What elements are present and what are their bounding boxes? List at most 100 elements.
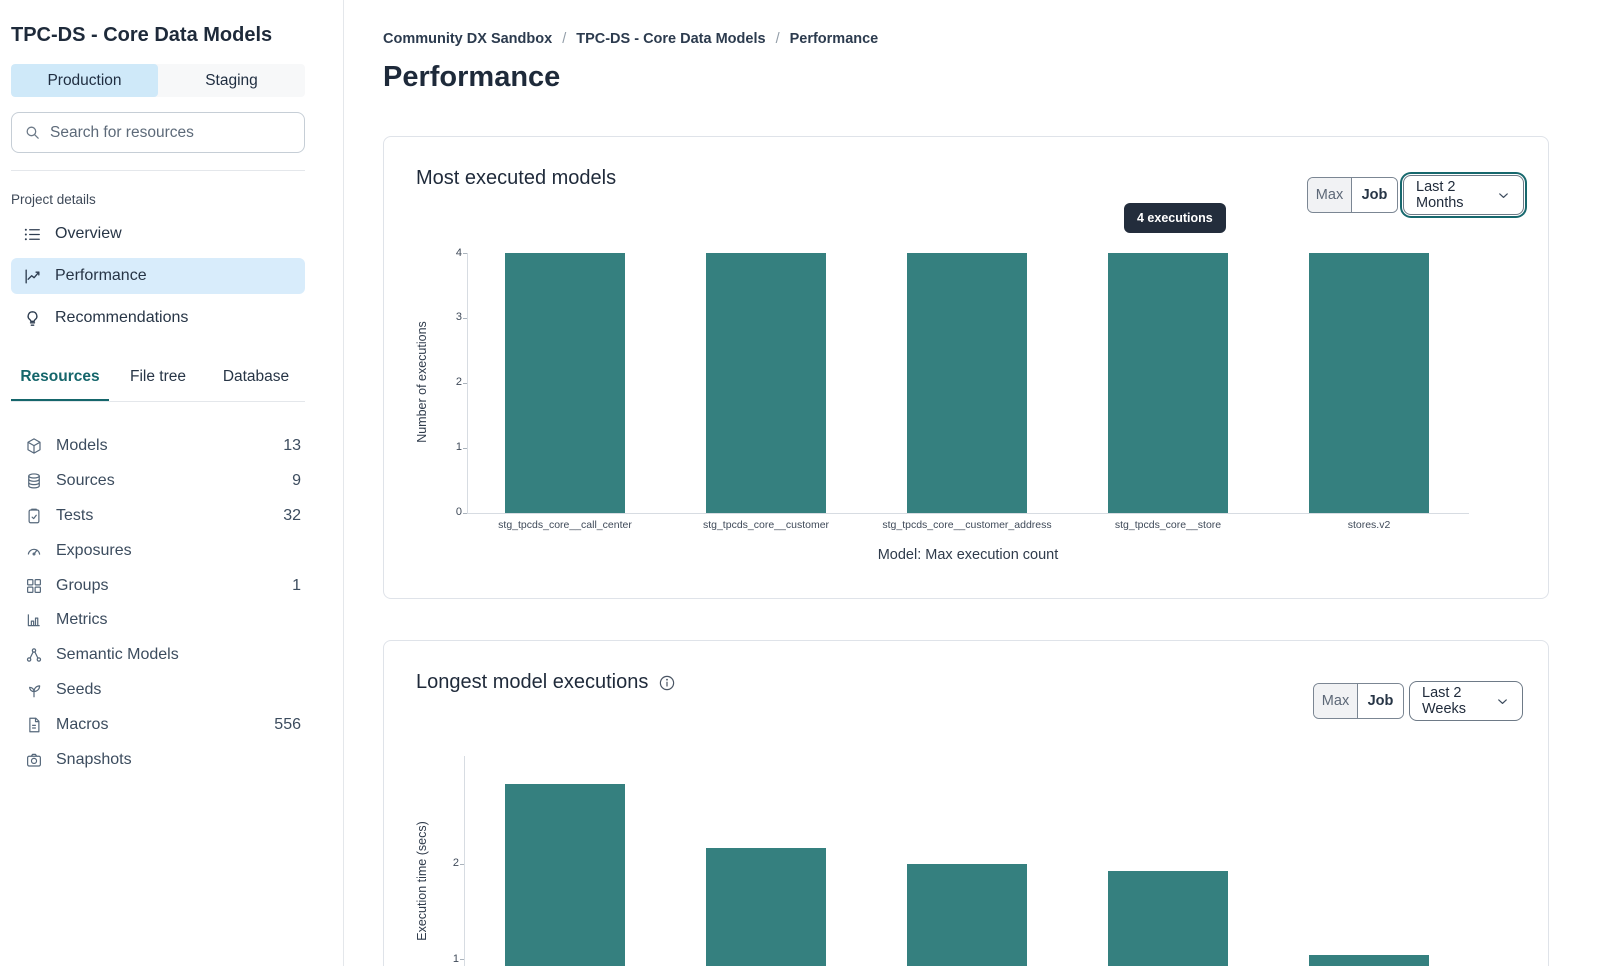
resource-label: Metrics (56, 611, 108, 629)
resource-count: 1 (292, 576, 301, 594)
nav-item-label: Performance (55, 267, 147, 284)
env-production-button[interactable]: Production (11, 64, 158, 97)
sidebar-resource-groups[interactable]: Groups 1 (11, 568, 305, 603)
breadcrumb-item-project[interactable]: TPC-DS - Core Data Models (576, 31, 766, 47)
list-icon (24, 228, 40, 240)
date-range-dropdown[interactable]: Last 2 Weeks (1409, 681, 1523, 721)
info-icon[interactable] (658, 674, 676, 692)
bar[interactable] (706, 848, 826, 966)
sidebar-resource-sources[interactable]: Sources 9 (11, 464, 305, 499)
resource-label: Sources (56, 472, 115, 490)
y-tick-mark (463, 512, 467, 514)
y-tick-label: 0 (455, 506, 462, 518)
seedling-icon (29, 685, 41, 698)
y-tick-label: 1 (455, 441, 462, 454)
resource-list: Models 13 Sources 9 Tests 32 Exposures G… (11, 429, 305, 777)
sidebar-resource-snapshots[interactable]: Snapshots (11, 742, 305, 777)
chart-title: Most executed models (416, 167, 616, 190)
sidebar-resource-semantic-models[interactable]: Semantic Models (11, 638, 305, 673)
tab-resources[interactable]: Resources (11, 368, 109, 401)
sidebar-resource-models[interactable]: Models 13 (11, 429, 305, 464)
resource-label: Tests (56, 506, 94, 524)
cube-icon (27, 438, 41, 455)
job-button[interactable]: Job (1358, 684, 1403, 718)
bar[interactable] (505, 253, 625, 513)
bar-tooltip: 4 executions (1124, 203, 1226, 233)
y-tick-label: 3 (455, 311, 462, 324)
clipboard-check-icon (28, 508, 40, 524)
environment-toggle: Production Staging (11, 64, 305, 97)
x-category-label: stores.v2 (1347, 519, 1391, 531)
x-category-label: stg_tpcds_core__call_center (498, 519, 632, 531)
resource-label: Macros (56, 715, 109, 733)
sidebar-resource-macros[interactable]: Macros 556 (11, 707, 305, 742)
resource-count: 32 (283, 506, 301, 524)
y-axis-title: Number of executions (415, 321, 429, 443)
search-icon (26, 126, 39, 139)
y-tick-mark (463, 447, 467, 449)
aggregation-toggle: Max Job (1307, 177, 1398, 213)
network-icon (26, 648, 42, 662)
grid-icon (27, 578, 41, 593)
date-range-dropdown[interactable]: Last 2 Months (1403, 175, 1524, 215)
y-tick-label: 2 (455, 376, 462, 389)
sidebar-resource-seeds[interactable]: Seeds (11, 673, 305, 708)
x-axis-title: Model: Max execution count (877, 547, 1059, 563)
bar[interactable] (1309, 954, 1429, 966)
project-details-label: Project details (11, 192, 96, 207)
breadcrumb-item-current: Performance (789, 31, 879, 47)
executions-bar-chart: Number of executions Model: Max executio… (384, 137, 1548, 598)
chart-line-icon (25, 268, 40, 284)
y-tick-mark (463, 317, 467, 319)
chevron-down-icon (1498, 698, 1507, 704)
sidebar-resource-metrics[interactable]: Metrics (11, 603, 305, 638)
x-category-label: stg_tpcds_core__customer (702, 519, 830, 531)
max-button[interactable]: Max (1308, 178, 1352, 212)
bar[interactable] (907, 863, 1027, 966)
sidebar-tabs: Resources File tree Database (11, 368, 305, 402)
breadcrumb-item-account[interactable]: Community DX Sandbox (383, 31, 553, 47)
env-staging-button[interactable]: Staging (205, 71, 258, 89)
lightbulb-icon (27, 310, 38, 326)
bar[interactable] (505, 784, 625, 966)
chart-title-text: Longest model executions (416, 671, 649, 693)
bar[interactable] (706, 253, 826, 513)
y-tick-mark (463, 382, 467, 384)
bar[interactable] (1309, 253, 1429, 513)
project-title: TPC-DS - Core Data Models (11, 24, 273, 46)
resource-label: Semantic Models (56, 646, 179, 664)
resource-count: 556 (274, 715, 301, 733)
sidebar-item-performance[interactable]: Performance (11, 258, 305, 294)
resource-search[interactable] (11, 112, 305, 153)
chart-title-text: Most executed models (416, 167, 617, 189)
sidebar-item-overview[interactable]: Overview (11, 216, 305, 252)
tab-file-tree[interactable]: File tree (130, 368, 186, 385)
job-button[interactable]: Job (1352, 178, 1397, 212)
date-range-value: Last 2 Weeks (1422, 685, 1467, 717)
resource-count: 9 (292, 472, 301, 490)
chart-title: Longest model executions (416, 671, 676, 694)
sidebar-item-recommendations[interactable]: Recommendations (11, 300, 305, 336)
bar[interactable] (907, 253, 1027, 513)
sidebar-resource-tests[interactable]: Tests 32 (11, 499, 305, 534)
resource-label: Models (56, 437, 108, 455)
y-tick-label: 1 (452, 952, 459, 965)
aggregation-toggle: Max Job (1313, 683, 1404, 719)
gauge-icon (27, 548, 41, 556)
tab-database[interactable]: Database (222, 368, 290, 385)
x-category-label: stg_tpcds_core__customer_address (882, 519, 1052, 531)
max-button[interactable]: Max (1314, 684, 1358, 718)
search-input[interactable] (50, 123, 292, 142)
resource-label: Seeds (56, 680, 102, 698)
bar[interactable] (1108, 253, 1228, 513)
nav-item-label: Recommendations (55, 309, 189, 326)
breadcrumb: Community DX Sandbox / TPC-DS - Core Dat… (383, 31, 878, 47)
x-axis-line (467, 512, 1469, 514)
resource-label: Exposures (56, 541, 132, 559)
bar[interactable] (1108, 871, 1228, 966)
y-tick-mark (460, 863, 464, 865)
y-tick-mark (460, 959, 464, 961)
bar-chart-icon (27, 614, 40, 627)
page-title: Performance (383, 61, 561, 93)
sidebar-resource-exposures[interactable]: Exposures (11, 533, 305, 568)
